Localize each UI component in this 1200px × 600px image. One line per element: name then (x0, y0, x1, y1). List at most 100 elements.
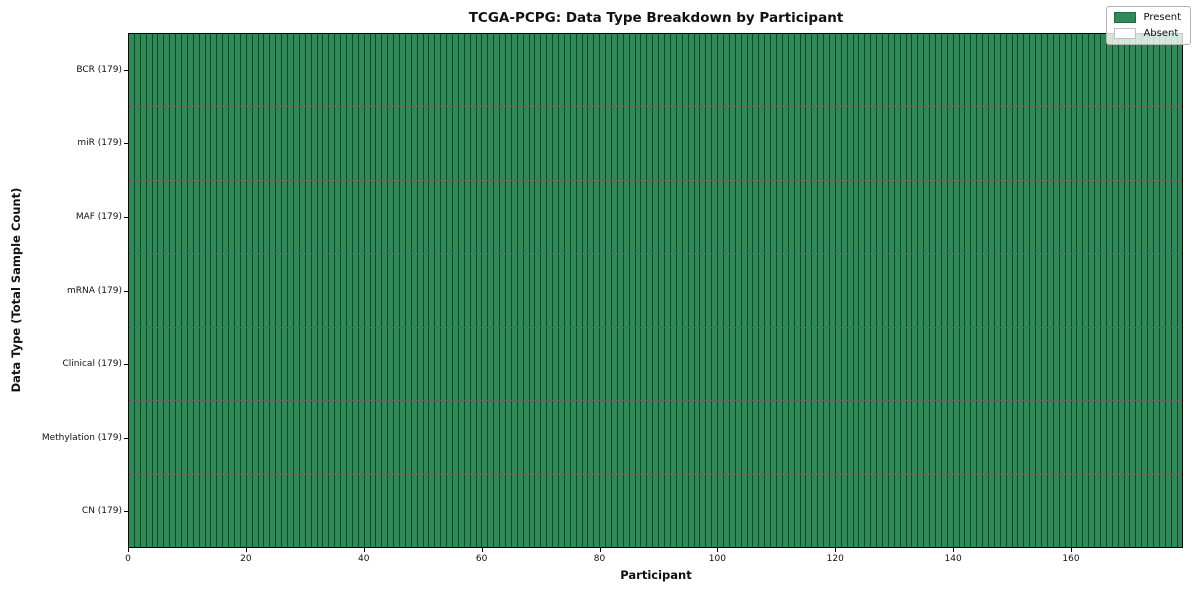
heatmap-cell (1158, 254, 1165, 327)
heatmap-cell (446, 254, 452, 327)
heatmap-cell (216, 254, 223, 327)
heatmap-cell (251, 401, 258, 474)
heatmap-cell (717, 401, 723, 474)
heatmap-cell (1111, 327, 1118, 401)
heatmap-cell (858, 34, 865, 107)
x-tick-label: 80 (593, 554, 606, 564)
heatmap-cell (993, 327, 1000, 401)
heatmap-cell (263, 254, 270, 327)
heatmap-cell (381, 401, 388, 474)
heatmap-cell (1129, 474, 1136, 547)
heatmap-cell (675, 327, 682, 401)
heatmap-cell (1005, 107, 1012, 180)
heatmap-cell (828, 254, 835, 327)
heatmap-cell (351, 474, 358, 547)
heatmap-cell (982, 180, 989, 254)
heatmap-cell (646, 474, 653, 547)
heatmap-cell (781, 107, 788, 180)
y-tick-mark (124, 511, 128, 513)
heatmap-cell (422, 34, 429, 107)
heatmap-cell (935, 474, 941, 547)
heatmap-cell (646, 180, 653, 254)
heatmap-cell (381, 34, 388, 107)
heatmap-cell (181, 254, 187, 327)
x-tick-label: 140 (944, 554, 962, 564)
heatmap-cell (734, 254, 741, 327)
heatmap-cell (628, 401, 635, 474)
heatmap-cell (257, 107, 264, 180)
heatmap-cell (151, 401, 158, 474)
heatmap-cell (1011, 254, 1018, 327)
heatmap-cell (858, 401, 865, 474)
heatmap-cell (1023, 327, 1030, 401)
heatmap-cell (552, 401, 559, 474)
heatmap-cell (369, 327, 376, 401)
heatmap-cell (799, 474, 806, 547)
heatmap-cell (864, 474, 871, 547)
heatmap-cell (133, 474, 140, 547)
heatmap-cell (1058, 327, 1065, 401)
heatmap-cell (876, 327, 882, 401)
heatmap-cell (1152, 401, 1159, 474)
heatmap-cell (622, 401, 629, 474)
heatmap-cell (499, 180, 505, 254)
y-tick-label: BCR (179) (76, 64, 122, 75)
heatmap-cell (516, 254, 523, 327)
heatmap-cell (611, 327, 617, 401)
heatmap-cell (699, 401, 706, 474)
heatmap-cell (870, 401, 877, 474)
heatmap-cell (640, 34, 647, 107)
heatmap-cell (616, 180, 623, 254)
heatmap-cell (334, 474, 341, 547)
heatmap-cell (793, 180, 800, 254)
heatmap-cell (310, 327, 317, 401)
heatmap-cell (935, 180, 941, 254)
heatmap-cell (275, 327, 282, 401)
heatmap-cell (752, 254, 759, 327)
heatmap-cell (652, 34, 659, 107)
heatmap-cell (717, 34, 723, 107)
heatmap-cell (216, 34, 223, 107)
heatmap-cell (899, 34, 906, 107)
heatmap-cell (204, 180, 211, 254)
heatmap-cell (133, 180, 140, 254)
heatmap-cell (893, 327, 900, 401)
heatmap-cell (1035, 34, 1042, 107)
heatmap-cell (1170, 34, 1177, 107)
heatmap-cell (599, 107, 606, 180)
heatmap-cell (952, 327, 959, 401)
heatmap-cell (1164, 474, 1171, 547)
heatmap-cell (434, 180, 441, 254)
heatmap-cell (157, 327, 164, 401)
heatmap-cell (988, 401, 994, 474)
heatmap-cell (145, 107, 152, 180)
heatmap-cell (611, 474, 617, 547)
heatmap-cell (964, 327, 971, 401)
legend-label: Present (1143, 12, 1181, 23)
heatmap-cell (1170, 327, 1177, 401)
heatmap-cell (1152, 474, 1159, 547)
heatmap-cell (823, 34, 829, 107)
heatmap-cell (175, 34, 182, 107)
heatmap-cell (728, 401, 735, 474)
heatmap-cell (410, 254, 417, 327)
heatmap-cell (493, 474, 500, 547)
heatmap-cell (982, 474, 989, 547)
heatmap-cell (893, 107, 900, 180)
heatmap-cell (876, 401, 882, 474)
heatmap-cell (870, 34, 877, 107)
heatmap-cell (316, 107, 323, 180)
heatmap-cell (811, 34, 818, 107)
heatmap-cell (245, 474, 252, 547)
heatmap-cell (805, 180, 812, 254)
heatmap-cell (1117, 327, 1124, 401)
heatmap-cell (204, 254, 211, 327)
heatmap-cell (1082, 327, 1089, 401)
heatmap-cell (640, 180, 647, 254)
heatmap-cell (269, 34, 276, 107)
heatmap-cell (593, 107, 600, 180)
heatmap-cell (1070, 254, 1077, 327)
heatmap-cell (746, 401, 753, 474)
heatmap-cell (734, 327, 741, 401)
heatmap-cell (428, 254, 435, 327)
